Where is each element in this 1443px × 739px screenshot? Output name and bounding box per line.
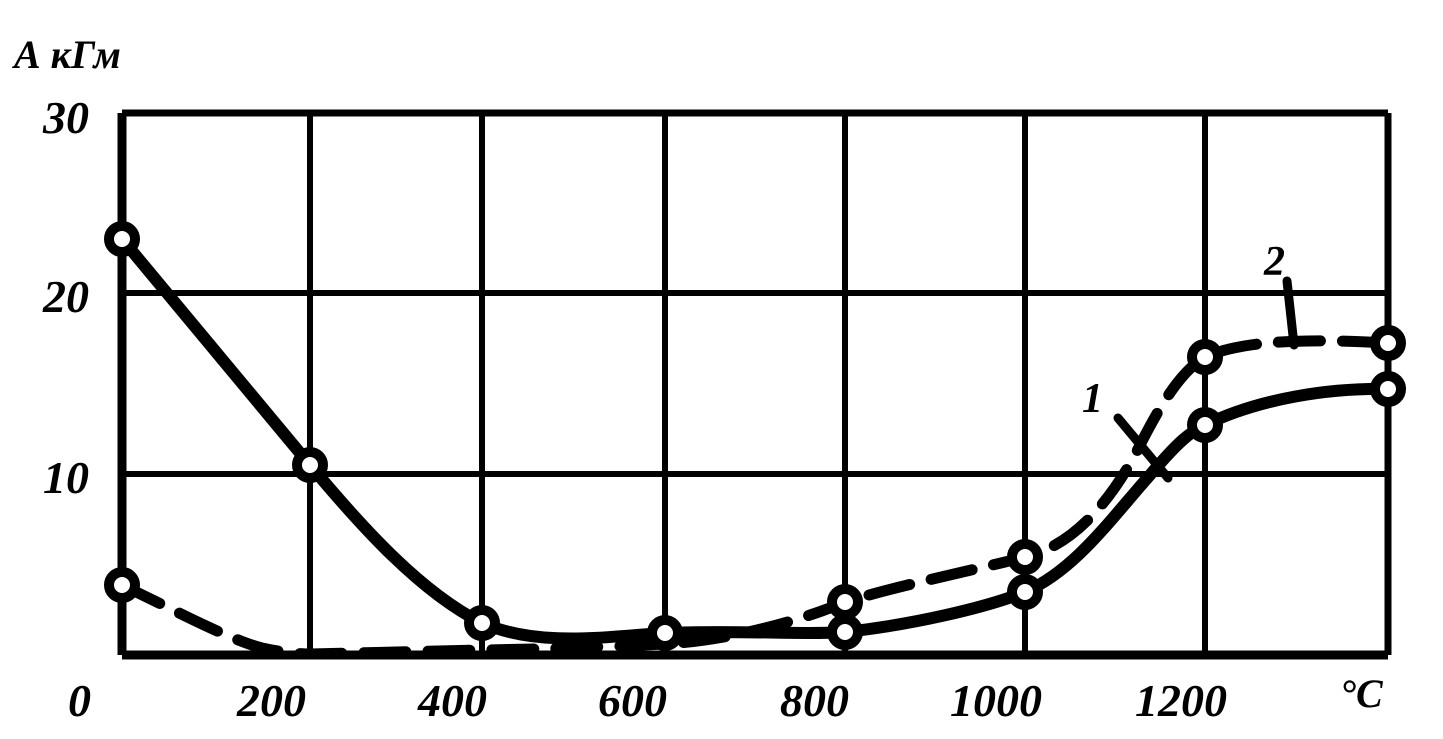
data-point xyxy=(104,567,140,603)
chart-grid xyxy=(117,109,1392,660)
annotation-leaders xyxy=(1113,276,1299,483)
data-point xyxy=(1007,539,1043,575)
curve-label-2: 2 xyxy=(1263,239,1285,285)
y-tick-label-20: 20 xyxy=(42,271,89,322)
y-axis-title: А кГм xyxy=(11,32,121,77)
y-tick-label-30: 30 xyxy=(42,92,89,143)
x-tick-label-1200: 1200 xyxy=(1135,675,1227,726)
data-point xyxy=(292,447,328,483)
data-point xyxy=(464,605,500,641)
data-point xyxy=(1370,371,1406,407)
x-tick-label-200: 200 xyxy=(236,675,306,726)
series-2-markers xyxy=(104,325,1406,620)
curve-label-1: 1 xyxy=(1082,376,1103,422)
data-point xyxy=(1187,407,1223,443)
data-point xyxy=(1370,325,1406,361)
leader-line-1 xyxy=(1113,413,1173,483)
x-tick-label-800: 800 xyxy=(780,675,849,726)
x-tick-label-1000: 1000 xyxy=(950,675,1042,726)
leader-line-2 xyxy=(1282,276,1299,350)
x-tick-label-400: 400 xyxy=(417,675,487,726)
x-tick-label-0: 0 xyxy=(68,675,91,726)
data-point xyxy=(647,615,683,651)
series-1-markers xyxy=(104,221,1406,651)
y-tick-label-10: 10 xyxy=(43,452,89,503)
data-point xyxy=(827,614,863,650)
data-point xyxy=(827,584,863,620)
x-tick-label-600: 600 xyxy=(598,675,667,726)
data-point xyxy=(104,221,140,257)
x-axis-unit: °C xyxy=(1340,671,1384,716)
data-point xyxy=(1187,339,1223,375)
data-point xyxy=(1007,574,1043,610)
